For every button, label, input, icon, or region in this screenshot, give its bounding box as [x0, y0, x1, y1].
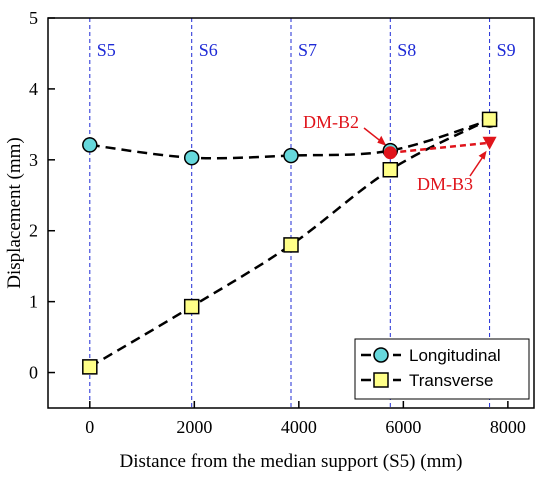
support-label-s8: S8 — [397, 40, 416, 60]
annotation-arrowhead-dm-b3 — [478, 150, 487, 160]
point-transverse — [283, 237, 299, 253]
point-longitudinal — [183, 149, 200, 166]
y-tick-label: 3 — [29, 150, 38, 170]
x-tick-label: 6000 — [385, 417, 421, 437]
y-tick-label: 4 — [29, 79, 38, 99]
legend-label-longitudinal: Longitudinal — [409, 346, 501, 365]
annotation-marker-dm-b3 — [482, 136, 497, 150]
annotation-marker-dm-b2 — [383, 146, 397, 160]
annotation-arrowhead-dm-b2 — [377, 135, 387, 146]
point-transverse — [382, 161, 399, 178]
support-label-s5: S5 — [97, 40, 116, 60]
x-tick-label: 0 — [85, 417, 94, 437]
support-label-s9: S9 — [497, 40, 516, 60]
y-tick-label: 5 — [29, 8, 38, 28]
annotations: DM-B2 DM-B3 — [303, 112, 490, 194]
point-transverse — [481, 111, 498, 128]
point-longitudinal — [283, 147, 299, 164]
series-line-longitudinal — [89, 118, 490, 160]
legend: Longitudinal Transverse — [354, 338, 530, 400]
y-tick-label: 0 — [29, 363, 38, 383]
legend-marker-longitudinal — [373, 347, 389, 363]
axes: 0 2000 4000 6000 8000 0 1 2 3 4 5 — [29, 8, 526, 437]
y-tick-label: 1 — [29, 292, 38, 312]
x-tick-label: 2000 — [176, 417, 212, 437]
y-axis-title: Displacement (mm) — [4, 137, 25, 288]
x-tick-label: 8000 — [490, 417, 526, 437]
point-longitudinal — [82, 137, 98, 153]
annotation-link-line — [390, 141, 490, 154]
point-transverse — [183, 298, 200, 315]
annotation-label-dm-b2: DM-B2 — [303, 112, 359, 132]
x-tick-label: 4000 — [281, 417, 317, 437]
series-line-transverse — [89, 118, 491, 368]
support-label-s6: S6 — [199, 40, 218, 60]
legend-marker-transverse — [373, 372, 389, 388]
x-axis-title: Distance from the median support (S5) (m… — [120, 451, 463, 472]
series-markers — [82, 111, 498, 375]
y-tick-label: 2 — [29, 221, 38, 241]
point-transverse — [82, 359, 98, 375]
annotation-label-dm-b3: DM-B3 — [417, 174, 473, 194]
plot-frame — [47, 17, 535, 409]
series-lines — [89, 118, 491, 368]
support-label-s7: S7 — [298, 40, 317, 60]
legend-label-transverse: Transverse — [409, 371, 493, 390]
